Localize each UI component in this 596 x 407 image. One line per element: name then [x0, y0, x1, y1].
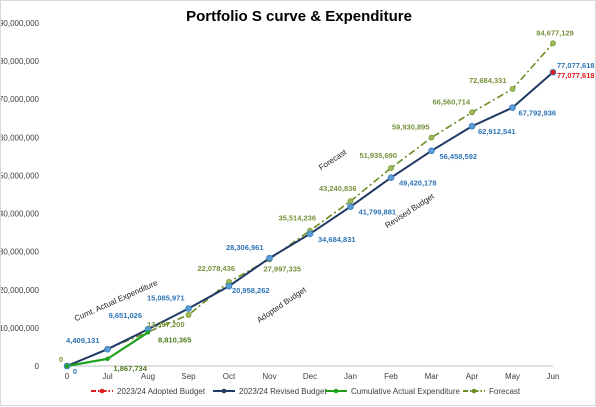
x-tick-label: Dec	[303, 372, 317, 381]
legend-marker	[221, 388, 227, 394]
x-tick-label: Apr	[466, 372, 479, 381]
revised-budget-data-label: 0	[73, 367, 77, 376]
forecast-data-label: 66,560,714	[432, 97, 470, 106]
actual-expenditure-marker	[105, 356, 110, 362]
forecast-marker	[509, 86, 516, 92]
revised-budget-marker	[225, 282, 233, 290]
revised-budget-marker	[428, 147, 435, 155]
revised-budget-data-label: 41,799,881	[359, 208, 397, 217]
revised-budget-marker	[347, 203, 354, 210]
y-tick-label: 30,000,000	[1, 248, 40, 257]
revised-budget-data-label: 34,684,831	[318, 235, 356, 244]
x-tick-label: Oct	[223, 372, 236, 381]
forecast-data-label: 22,078,436	[197, 264, 235, 273]
forecast-marker	[347, 198, 354, 205]
x-tick-label: Jan	[344, 372, 357, 381]
y-tick-label: 0	[35, 362, 40, 371]
forecast-data-label: 27,997,335	[264, 264, 302, 273]
y-tick-label: 50,000,000	[1, 171, 40, 180]
forecast-marker	[550, 40, 556, 47]
y-tick-label: 40,000,000	[1, 210, 40, 219]
y-tick-label: 20,000,000	[1, 286, 40, 295]
revised-budget-data-label: 15,085,971	[147, 294, 185, 303]
x-tick-label: 0	[65, 372, 70, 381]
x-tick-label: Sep	[181, 372, 196, 381]
revised-budget-marker	[266, 254, 273, 262]
revised-budget-marker	[509, 104, 516, 111]
forecast-data-label: 43,240,836	[319, 184, 357, 193]
revised-budget-data-label: 20,958,262	[232, 286, 270, 295]
actual-expenditure-marker	[145, 330, 151, 335]
revised-budget-data-label: 77,077,618	[557, 61, 595, 70]
forecast-data-label: 51,935,690	[359, 151, 397, 160]
revised-budget-data-label: 9,651,026	[109, 311, 142, 320]
revised-budget-data-label: 4,409,131	[66, 336, 99, 345]
revised-budget-marker	[468, 122, 476, 130]
revised-budget-marker	[387, 174, 395, 181]
y-tick-label: 10,000,000	[1, 324, 40, 333]
forecast-data-label: 84,677,129	[536, 28, 574, 37]
y-tick-label: 70,000,000	[1, 95, 40, 104]
forecast-data-label: 0	[59, 355, 63, 364]
revised-budget-marker	[306, 230, 314, 238]
chart-annotation: Forecast	[317, 147, 349, 172]
actual-expenditure-data-label: 1,867,734	[114, 364, 148, 373]
forecast-data-label: 35,514,236	[278, 214, 316, 223]
x-tick-label: Jun	[547, 372, 560, 381]
data-labels: 0 4,409,131 9,651,026 15,085,971 20,958,262 2…	[59, 28, 595, 376]
legend-marker	[471, 388, 477, 394]
revised-budget-data-label: 62,912,541	[478, 127, 516, 136]
forecast-data-label: 59,930,895	[392, 123, 430, 132]
forecast-data-label: 72,684,331	[469, 76, 507, 85]
y-axis: 0 10,000,000 20,000,000 30,000,000 40,000,00…	[1, 19, 40, 371]
legend-label: 2023/24 Revised Budget	[239, 387, 327, 396]
legend-label: Forecast	[489, 387, 521, 396]
forecast-marker	[469, 109, 475, 116]
forecast-marker	[388, 165, 394, 171]
adopted-budget-data-label: 77,077,618	[557, 71, 595, 80]
revised-budget-marker	[185, 305, 192, 312]
x-tick-label: Nov	[262, 372, 276, 381]
series-markers	[63, 40, 557, 370]
y-tick-label: 60,000,000	[1, 133, 40, 142]
actual-expenditure-marker	[64, 363, 70, 369]
actual-expenditure-data-label: 8,810,365	[158, 335, 191, 344]
x-axis: 0 Jul Aug Sep Oct Nov Dec Jan Feb Mar Apr May Jun	[65, 372, 560, 381]
revised-budget-marker	[104, 345, 111, 353]
chart-title: Portfolio S curve & Expenditure	[186, 8, 412, 25]
legend-label: Cumulative Actual Expenditure	[351, 387, 461, 396]
annotations: Cumt. Actual Expenditure Adopted BudgetRe…	[73, 147, 437, 324]
x-tick-label: Jul	[102, 372, 112, 381]
legend-label: 2023/24 Adopted Budget	[117, 387, 206, 396]
adopted-budget-marker	[550, 69, 556, 75]
forecast-data-label: 13,397,200	[147, 320, 185, 329]
y-tick-label: 80,000,000	[1, 57, 40, 66]
x-tick-label: Aug	[141, 372, 155, 381]
revised-budget-data-label: 67,792,936	[519, 109, 557, 118]
forecast-marker	[428, 134, 435, 141]
legend: 2023/24 Adopted Budget 2023/24 Revised Bu…	[91, 387, 521, 396]
legend-marker	[99, 388, 105, 394]
revised-budget-data-label: 49,420,178	[399, 179, 437, 188]
revised-budget-data-label: 56,458,592	[440, 152, 478, 161]
legend-marker	[333, 388, 339, 394]
forecast-marker	[185, 312, 192, 318]
y-tick-label: 90,000,000	[1, 19, 40, 28]
x-tick-label: Feb	[384, 372, 398, 381]
x-tick-label: Mar	[425, 372, 439, 381]
revised-budget-data-label: 28,306,961	[226, 243, 264, 252]
x-tick-label: May	[505, 372, 520, 381]
